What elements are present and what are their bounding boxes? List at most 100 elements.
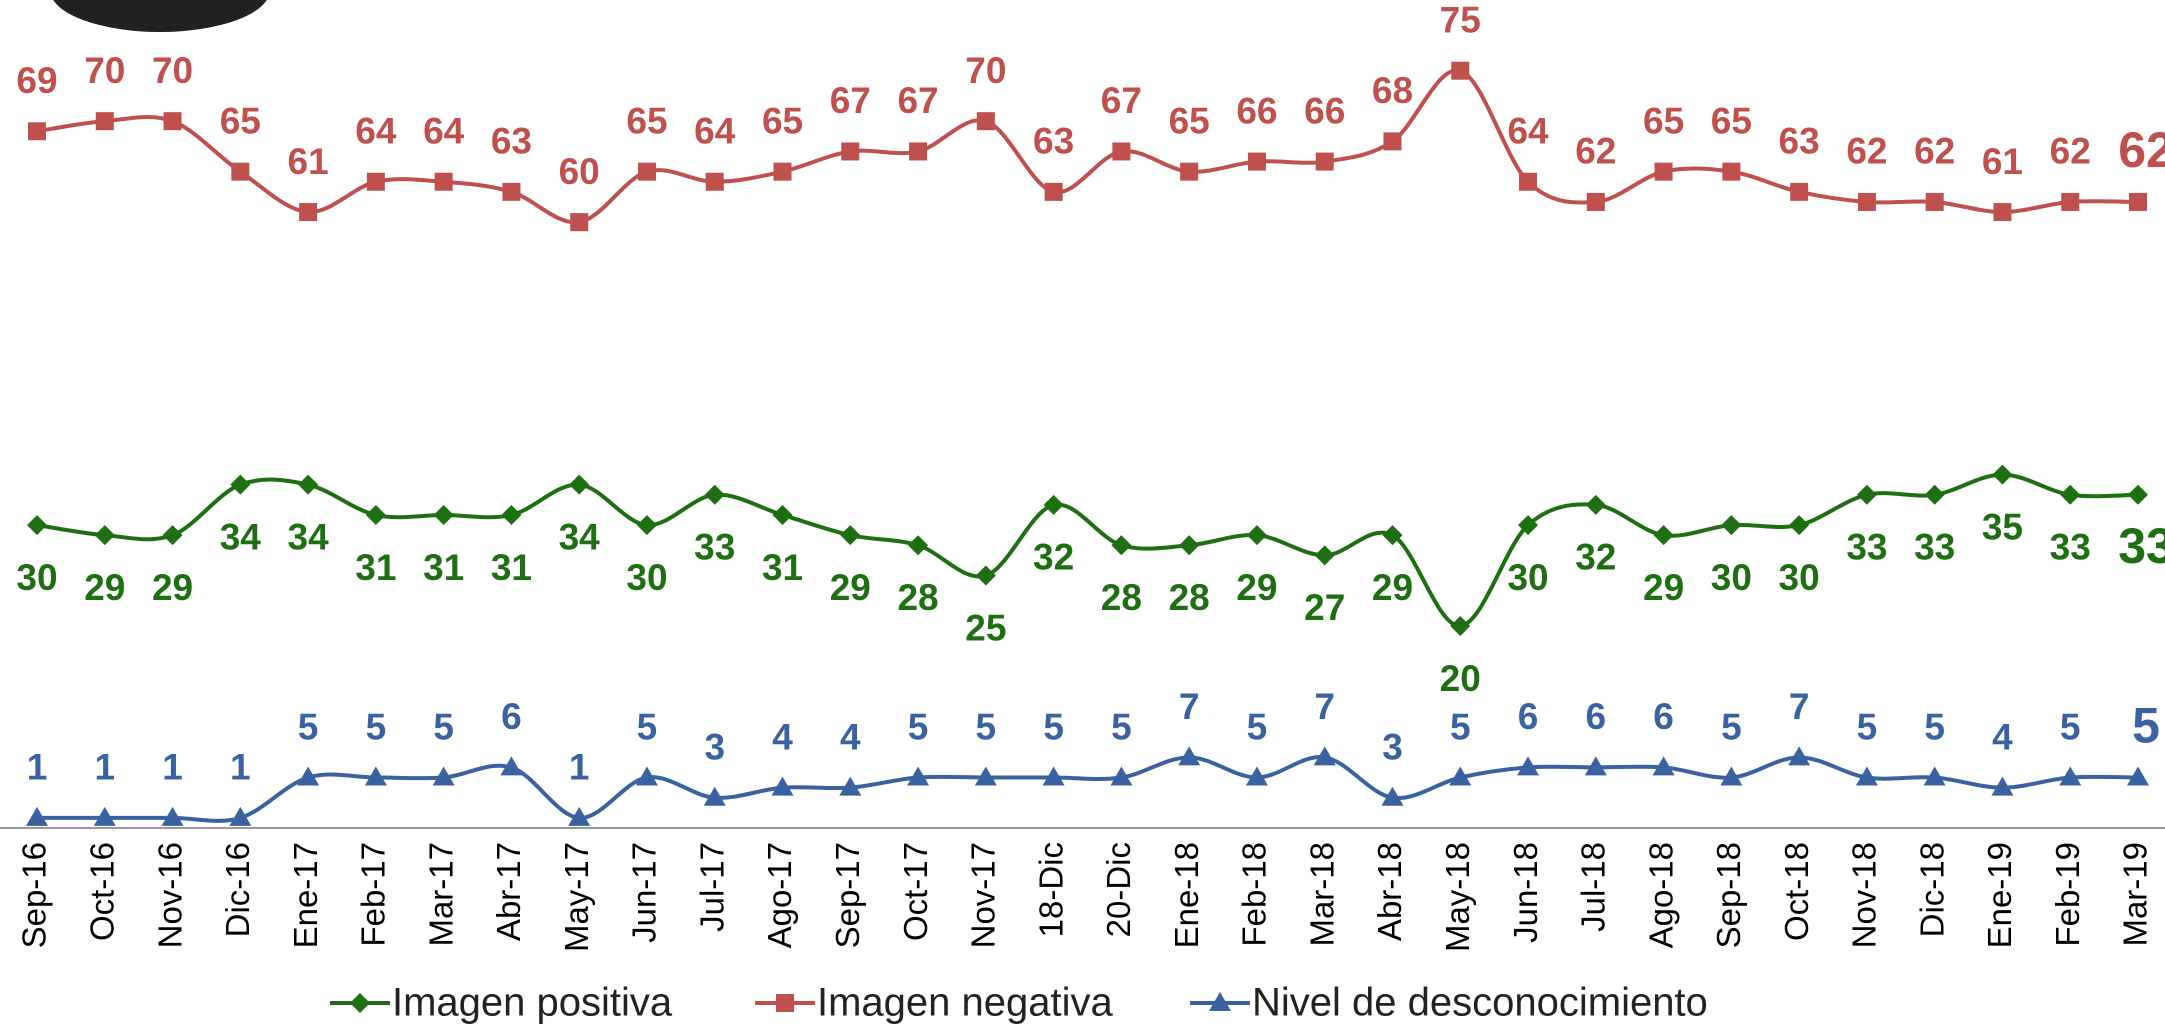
data-label: 31 — [355, 547, 396, 588]
x-tick-label: May-17 — [558, 842, 595, 952]
point — [1042, 766, 1065, 786]
data-label: 5 — [1450, 706, 1471, 747]
point — [1247, 152, 1266, 171]
data-label: 62 — [1575, 131, 1616, 172]
point — [1721, 515, 1742, 536]
point — [163, 112, 182, 131]
x-tick-label: Sep-18 — [1710, 842, 1747, 948]
point — [350, 993, 370, 1013]
data-label: 75 — [1440, 0, 1481, 40]
data-label: 29 — [1236, 567, 1277, 608]
x-tick-label: Jun-17 — [626, 842, 663, 943]
point — [2129, 192, 2147, 211]
point — [840, 525, 861, 546]
point — [28, 122, 46, 141]
x-tick-label: Jun-18 — [1507, 842, 1544, 943]
data-label: 63 — [491, 121, 532, 162]
data-label: 34 — [559, 516, 601, 557]
x-tick-label: Mar-19 — [2117, 842, 2154, 947]
point — [975, 565, 996, 586]
point — [2060, 484, 2081, 505]
x-tick-label: Dic-16 — [219, 842, 256, 937]
point — [366, 172, 385, 191]
point — [1993, 203, 2012, 222]
data-label: 28 — [1101, 577, 1142, 618]
data-label: 33 — [2118, 518, 2165, 574]
data-label: 62 — [2050, 131, 2091, 172]
point — [1720, 766, 1743, 786]
data-label: 67 — [897, 80, 938, 121]
point — [1451, 61, 1470, 80]
data-label: 27 — [1304, 587, 1345, 628]
point — [432, 766, 455, 786]
point — [839, 776, 862, 796]
point — [1381, 786, 1404, 806]
data-label: 69 — [16, 60, 57, 101]
data-label: 5 — [2060, 706, 2081, 747]
data-label: 60 — [559, 151, 600, 192]
point — [1313, 746, 1336, 766]
x-tick-label: Nov-18 — [1846, 842, 1883, 948]
data-label: 70 — [152, 50, 193, 91]
point — [1178, 746, 1201, 766]
legend-label: Imagen positiva — [392, 981, 673, 1025]
data-label: 4 — [840, 716, 861, 757]
data-label: 32 — [1575, 537, 1616, 578]
data-label: 30 — [16, 557, 57, 598]
data-label: 28 — [1169, 577, 1210, 618]
photo-fragment — [53, 0, 267, 32]
data-label: 30 — [626, 557, 667, 598]
data-label: 25 — [965, 607, 1006, 648]
data-label: 33 — [694, 527, 735, 568]
data-label: 3 — [704, 726, 725, 767]
point — [772, 504, 793, 525]
data-label: 5 — [366, 706, 387, 747]
point — [637, 162, 656, 181]
legend-label: Nivel de desconocimiento — [1252, 981, 1708, 1025]
point — [502, 182, 521, 201]
data-label: 5 — [433, 706, 454, 747]
point — [636, 515, 657, 536]
x-tick-label: Nov-17 — [965, 842, 1002, 948]
point — [26, 806, 48, 826]
point — [976, 112, 995, 131]
data-label: 65 — [220, 100, 261, 141]
data-label: 33 — [2050, 527, 2091, 568]
data-label: 64 — [1507, 111, 1549, 152]
point — [1584, 756, 1607, 776]
data-label: 62 — [2118, 122, 2165, 178]
data-label: 70 — [965, 50, 1006, 91]
data-label: 62 — [1914, 131, 1955, 172]
x-tick-label: May-18 — [1439, 842, 1476, 952]
data-label: 28 — [897, 577, 938, 618]
point — [1652, 756, 1675, 776]
data-label: 5 — [1043, 706, 1064, 747]
x-tick-label: 20-Dic — [1100, 842, 1137, 937]
point — [841, 142, 860, 161]
point — [776, 994, 794, 1012]
x-tick-label: Mar-17 — [422, 842, 459, 947]
point — [974, 766, 997, 786]
data-label: 7 — [1179, 686, 1200, 727]
point — [434, 172, 453, 191]
point — [570, 213, 589, 232]
point — [1382, 525, 1403, 546]
point — [1585, 494, 1606, 515]
data-label: 5 — [1924, 706, 1945, 747]
x-tick-label: Ene-17 — [287, 842, 324, 948]
data-label: 67 — [830, 80, 871, 121]
x-tick-label: Mar-18 — [1303, 842, 1340, 947]
point — [94, 525, 115, 546]
data-label: 5 — [1857, 706, 1878, 747]
data-label: 1 — [27, 747, 48, 788]
data-label: 1 — [569, 747, 590, 788]
point — [1925, 192, 1944, 211]
x-tick-label: Dic-18 — [1913, 842, 1950, 937]
point — [2127, 766, 2149, 786]
point — [907, 766, 930, 786]
point — [1043, 494, 1064, 515]
point — [1923, 766, 1946, 786]
point — [1788, 746, 1811, 766]
data-label: 66 — [1304, 90, 1345, 131]
data-label: 5 — [1247, 706, 1268, 747]
